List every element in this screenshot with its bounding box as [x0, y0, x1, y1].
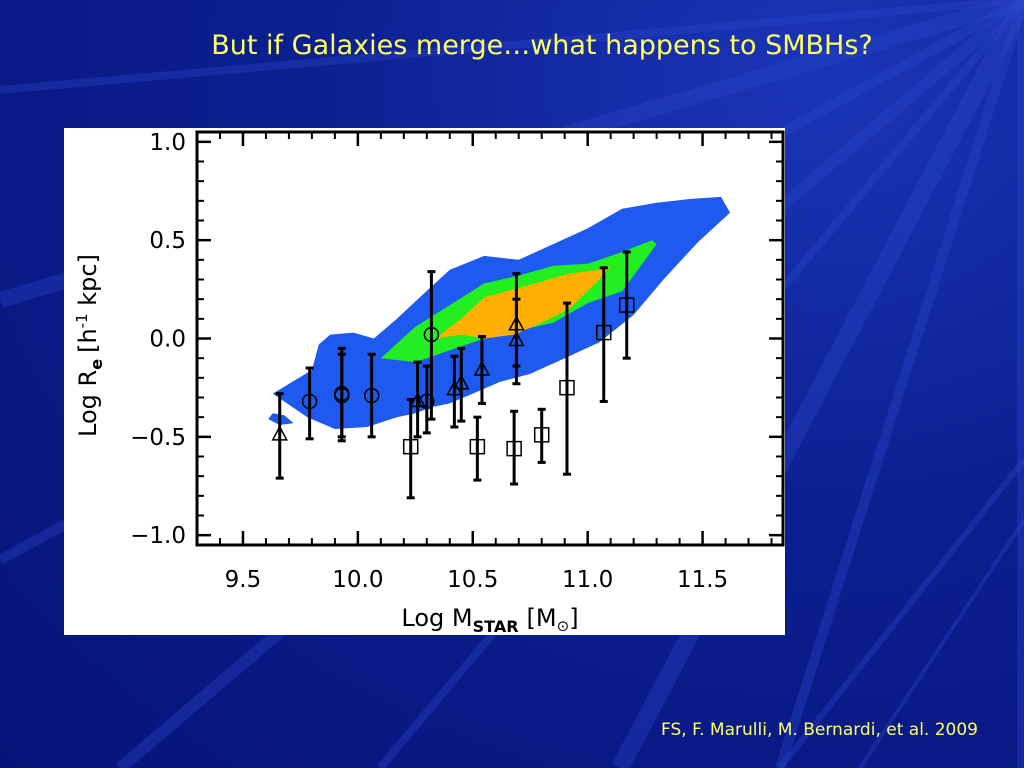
y-axis-label-sup: -1	[73, 313, 91, 328]
scatter-chart: 9.5 10.0 10.5 11.0 11.5 1.0 0.5 0.0 −0.5 −1.0 Log …	[73, 130, 785, 635]
y-tick-label: −0.5	[130, 425, 186, 451]
square-marker	[402, 438, 419, 455]
series-square	[402, 250, 635, 500]
x-tick-label: 11.0	[562, 567, 613, 593]
y-axis-ticks: 1.0 0.5 0.0 −0.5 −1.0	[130, 130, 783, 549]
circle-marker	[301, 393, 318, 410]
circle-marker	[419, 393, 435, 410]
square-marker	[506, 440, 522, 457]
x-axis-label-unit: [M	[527, 604, 557, 632]
series-circle	[301, 270, 440, 443]
square-marker	[533, 427, 550, 443]
citation: FS, F. Marulli, M. Bernardi, et al. 2009	[661, 720, 978, 740]
square-marker	[618, 297, 635, 313]
x-tick-label: 11.5	[677, 567, 728, 593]
y-axis-label: Log Re [h-1 kpc]	[73, 254, 106, 437]
square-marker	[469, 438, 486, 455]
y-tick-label: 1.0	[149, 130, 186, 156]
slide-title: But if Galaxies merge…what happens to SM…	[211, 30, 873, 61]
series-triangle	[271, 272, 525, 480]
chart-panel: 9.5 10.0 10.5 11.0 11.5 1.0 0.5 0.0 −0.5 −1.0 Log …	[64, 128, 785, 635]
y-axis-label-unit: [h	[74, 328, 102, 353]
circle-marker	[423, 326, 440, 343]
y-tick-label: 0.5	[149, 228, 186, 254]
y-tick-label: 0.0	[149, 327, 186, 353]
y-axis-label-rest: kpc]	[74, 254, 102, 313]
triangle-marker	[453, 374, 470, 390]
x-tick-label: 10.5	[447, 567, 498, 593]
triangle-marker	[271, 425, 288, 441]
square-marker	[559, 379, 575, 396]
circle-marker	[334, 385, 350, 402]
y-tick-label: −1.0	[130, 523, 186, 549]
x-axis-label-close: ]	[569, 604, 578, 632]
x-axis-label: Log MSTAR [M⊙]	[401, 604, 578, 635]
x-axis-label-sun-symbol: ⊙	[557, 617, 570, 635]
contour-inner	[436, 265, 611, 339]
triangle-marker	[508, 330, 525, 347]
circle-marker	[363, 387, 380, 404]
x-axis-label-main: Log M	[401, 604, 472, 632]
x-tick-label: 10.0	[332, 567, 383, 593]
x-axis-label-sub: STAR	[473, 617, 519, 635]
y-axis-label-sub: e	[87, 359, 106, 370]
square-marker	[596, 324, 612, 341]
x-axis-ticks: 9.5 10.0 10.5 11.0 11.5	[218, 132, 773, 593]
y-axis-label-main: Log R	[74, 370, 102, 437]
density-contours	[268, 196, 731, 429]
triangle-marker	[473, 360, 491, 376]
x-tick-label: 9.5	[225, 567, 262, 593]
